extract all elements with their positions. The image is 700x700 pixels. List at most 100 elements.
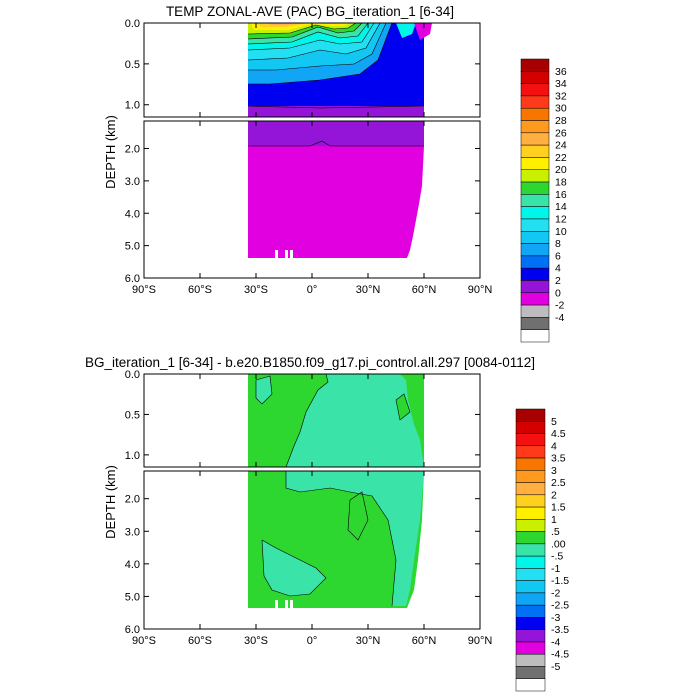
x-tick-label: 60°S xyxy=(188,284,212,296)
colorbar-swatch xyxy=(515,457,546,471)
panel2-anomaly-region xyxy=(348,492,368,540)
panel2-upper-field xyxy=(248,373,424,468)
colorbar-swatch xyxy=(520,83,550,97)
x-tick-label: 30°S xyxy=(244,635,268,647)
panel2-contour-line xyxy=(255,375,273,405)
colorbar-label: 1.5 xyxy=(551,502,566,514)
panel1-title: TEMP ZONAL-AVE (PAC) BG_iteration_1 [6-3… xyxy=(166,4,454,19)
y-tick-label: 5.0 xyxy=(125,591,140,603)
colorbar-label: -3 xyxy=(551,612,560,624)
colorbar-label: 4.5 xyxy=(551,428,566,440)
colorbar-label: 4 xyxy=(555,263,561,275)
colorbar-label: -2.5 xyxy=(551,600,569,612)
panel2-contour-line xyxy=(395,393,411,421)
panel1-field-band xyxy=(248,106,424,117)
colorbar-label: 0 xyxy=(555,287,561,299)
colorbar-label: -.5 xyxy=(551,551,563,563)
panel2-anomaly-region xyxy=(286,471,424,606)
colorbar-label: 2 xyxy=(551,489,557,501)
colorbar-swatch xyxy=(520,280,550,294)
x-tick-label: 90°S xyxy=(132,284,156,296)
colorbar-swatch xyxy=(520,157,550,170)
colorbar-label: -2 xyxy=(555,300,564,312)
panel-temperature: TEMP ZONAL-AVE (PAC) BG_iteration_1 [6-3… xyxy=(103,4,567,343)
colorbar-swatch xyxy=(515,482,546,496)
y-tick-label: 5.0 xyxy=(125,241,140,253)
panel2-ylabel: DEPTH (km) xyxy=(103,465,118,539)
colorbar-label: 14 xyxy=(555,201,567,213)
panel1-contour-line xyxy=(247,22,363,40)
x-tick-label: 90°S xyxy=(132,635,156,647)
y-tick-label: 1.0 xyxy=(125,100,140,112)
colorbar-swatch xyxy=(515,543,546,557)
panel1-axes: 90°S 60°S 30°S 0° 30°N 60°N 90°N 0.0 0.5 1.0 2.0 3.… xyxy=(125,18,493,296)
colorbar-swatch xyxy=(520,58,550,72)
y-tick-label: 0.0 xyxy=(125,369,140,381)
colorbar-swatch xyxy=(515,494,546,508)
panel2-title: BG_iteration_1 [6-34] - b.e20.B1850.f09_… xyxy=(85,355,535,370)
colorbar-swatch xyxy=(520,243,550,257)
panel1-field-band xyxy=(414,23,432,40)
colorbar-swatch xyxy=(515,629,546,643)
colorbar-swatch xyxy=(520,181,550,195)
colorbar-label: 4 xyxy=(551,440,557,452)
panel2-contour-line xyxy=(285,471,397,607)
panel1-gap xyxy=(290,250,293,258)
colorbar-swatch xyxy=(520,329,550,343)
panel-difference: BG_iteration_1 [6-34] - b.e20.B1850.f09_… xyxy=(85,355,569,692)
panel2-lower-field xyxy=(248,471,424,608)
x-tick-label: 0° xyxy=(307,635,318,647)
colorbar-label: 24 xyxy=(555,140,567,152)
panel1-contour-line xyxy=(247,22,381,61)
y-tick-label: 6.0 xyxy=(125,624,140,636)
panel1-lower-field xyxy=(248,121,424,258)
colorbar-swatch xyxy=(515,408,546,422)
y-tick-label: 0.5 xyxy=(125,409,140,421)
x-tick-label: 60°S xyxy=(188,635,212,647)
colorbar-swatch xyxy=(520,194,550,207)
colorbar-swatch xyxy=(515,653,546,667)
panel1-gap xyxy=(285,250,288,258)
colorbar-swatch xyxy=(515,506,546,520)
colorbar-label: 28 xyxy=(555,115,567,127)
panel1-gap xyxy=(275,250,278,258)
y-tick-label: 1.0 xyxy=(125,450,140,462)
colorbar-label: 6 xyxy=(555,250,561,262)
colorbar-label: 36 xyxy=(555,66,567,78)
colorbar-label: 26 xyxy=(555,127,567,139)
panel2-axes: 90°S 60°S 30°S 0° 30°N 60°N 90°N 0.0 0.5 1.0 2.0 3.… xyxy=(125,369,493,647)
panel2-gap xyxy=(285,600,288,608)
colorbar-swatch xyxy=(520,206,550,220)
x-tick-label: 30°N xyxy=(356,635,381,647)
colorbar-swatch xyxy=(520,169,550,183)
colorbar-label: 10 xyxy=(555,226,567,238)
panel2-anomaly-region xyxy=(396,394,410,420)
panel2-gap xyxy=(275,600,278,608)
panel2-anomaly-region xyxy=(286,374,424,467)
panel1-contour-line xyxy=(248,140,424,147)
colorbar-swatch xyxy=(515,531,546,545)
panel1-field-band xyxy=(396,23,416,38)
x-tick-label: 90°N xyxy=(468,284,493,296)
panel1-contour-line xyxy=(247,22,369,45)
colorbar-swatch xyxy=(520,71,550,84)
colorbar-label: 12 xyxy=(555,213,567,225)
colorbar-swatch xyxy=(515,555,546,569)
colorbar-label: 3.5 xyxy=(551,453,566,465)
colorbar-swatch xyxy=(515,421,546,434)
panel2-colorbar: 54.543.532.521.51.5.00-.5-1-1.5-2-2.5-3-… xyxy=(515,408,569,692)
colorbar-label: 8 xyxy=(555,238,561,250)
panel1-contour-line xyxy=(247,22,375,51)
colorbar-swatch xyxy=(515,617,546,630)
colorbar-swatch xyxy=(515,592,546,606)
colorbar-label: 32 xyxy=(555,90,567,102)
colorbar-label: 1 xyxy=(551,514,557,526)
x-tick-label: 60°N xyxy=(412,635,437,647)
panel1-contour-line xyxy=(248,22,393,85)
colorbar-swatch xyxy=(515,678,546,692)
panel2-anomaly-region xyxy=(262,540,326,596)
colorbar-swatch xyxy=(520,267,550,281)
panel2-contour-line xyxy=(347,491,369,541)
